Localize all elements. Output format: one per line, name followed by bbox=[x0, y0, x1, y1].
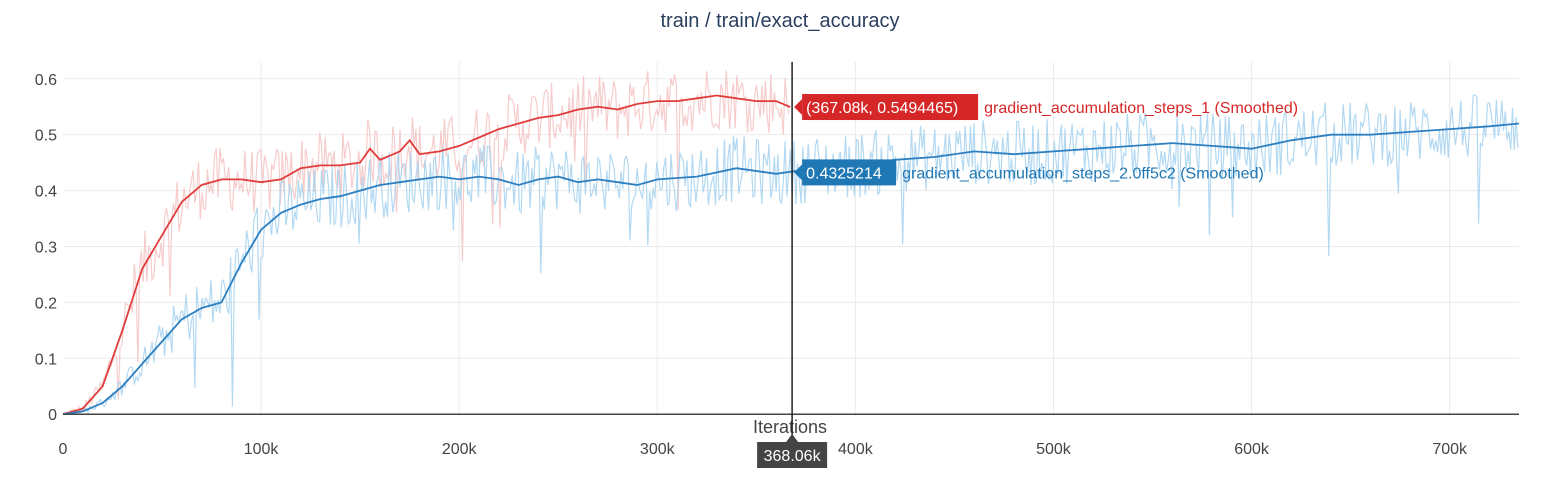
x-tick-label: 300k bbox=[640, 441, 676, 458]
x-tick-label: 0 bbox=[59, 441, 68, 458]
y-tick-label: 0 bbox=[48, 407, 57, 424]
hover-x-label-box bbox=[757, 442, 828, 468]
chart-title: train / train/exact_accuracy bbox=[661, 10, 900, 32]
hover-x-label-pointer bbox=[786, 434, 799, 442]
raw-lines bbox=[62, 70, 1519, 416]
ticks: 0 0.1 0.2 0.3 0.4 0.5 0.6 0 100k 200k 300k 400k 500k… bbox=[35, 72, 1468, 458]
hover-overlay: 368.06k (367.08k, 0.5494465) gradient_accu… bbox=[757, 62, 1298, 468]
raw-series-line-1 bbox=[62, 70, 790, 416]
x-tick-label: 700k bbox=[1432, 441, 1468, 458]
y-tick-label: 0.1 bbox=[35, 351, 57, 368]
x-tick-label: 100k bbox=[244, 441, 280, 458]
hover-label-2-name: gradient_accumulation_steps_2.0ff5c2 (Sm… bbox=[902, 165, 1264, 182]
hover-label-1-value: (367.08k, 0.5494465) bbox=[806, 100, 958, 117]
series-line-2 bbox=[62, 122, 1520, 416]
hover-label-2-box bbox=[802, 159, 897, 186]
hover-x-label: 368.06k bbox=[764, 448, 822, 465]
grid bbox=[63, 62, 1519, 417]
x-tick-label: 500k bbox=[1036, 441, 1072, 458]
x-tick-label: 400k bbox=[838, 441, 874, 458]
y-tick-label: 0.6 bbox=[35, 72, 57, 89]
y-tick-label: 0.2 bbox=[35, 295, 57, 312]
series-line-1 bbox=[62, 94, 791, 416]
series-lines bbox=[62, 94, 1520, 416]
hover-label-1-name: gradient_accumulation_steps_1 (Smoothed) bbox=[984, 100, 1298, 117]
x-tick-label: 200k bbox=[442, 441, 478, 458]
y-tick-label: 0.5 bbox=[35, 128, 57, 145]
hover-label-1-box bbox=[802, 94, 979, 121]
hover-label-2-pointer bbox=[794, 164, 803, 181]
x-axis-title: Iterations bbox=[753, 417, 827, 437]
x-tick-label: 600k bbox=[1234, 441, 1270, 458]
y-tick-label: 0.3 bbox=[35, 239, 57, 256]
hover-label-1-pointer bbox=[794, 99, 803, 116]
y-tick-label: 0.4 bbox=[35, 184, 57, 201]
hover-label-2-value: 0.4325214 bbox=[806, 165, 882, 182]
raw-series-line-2 bbox=[62, 94, 1519, 416]
